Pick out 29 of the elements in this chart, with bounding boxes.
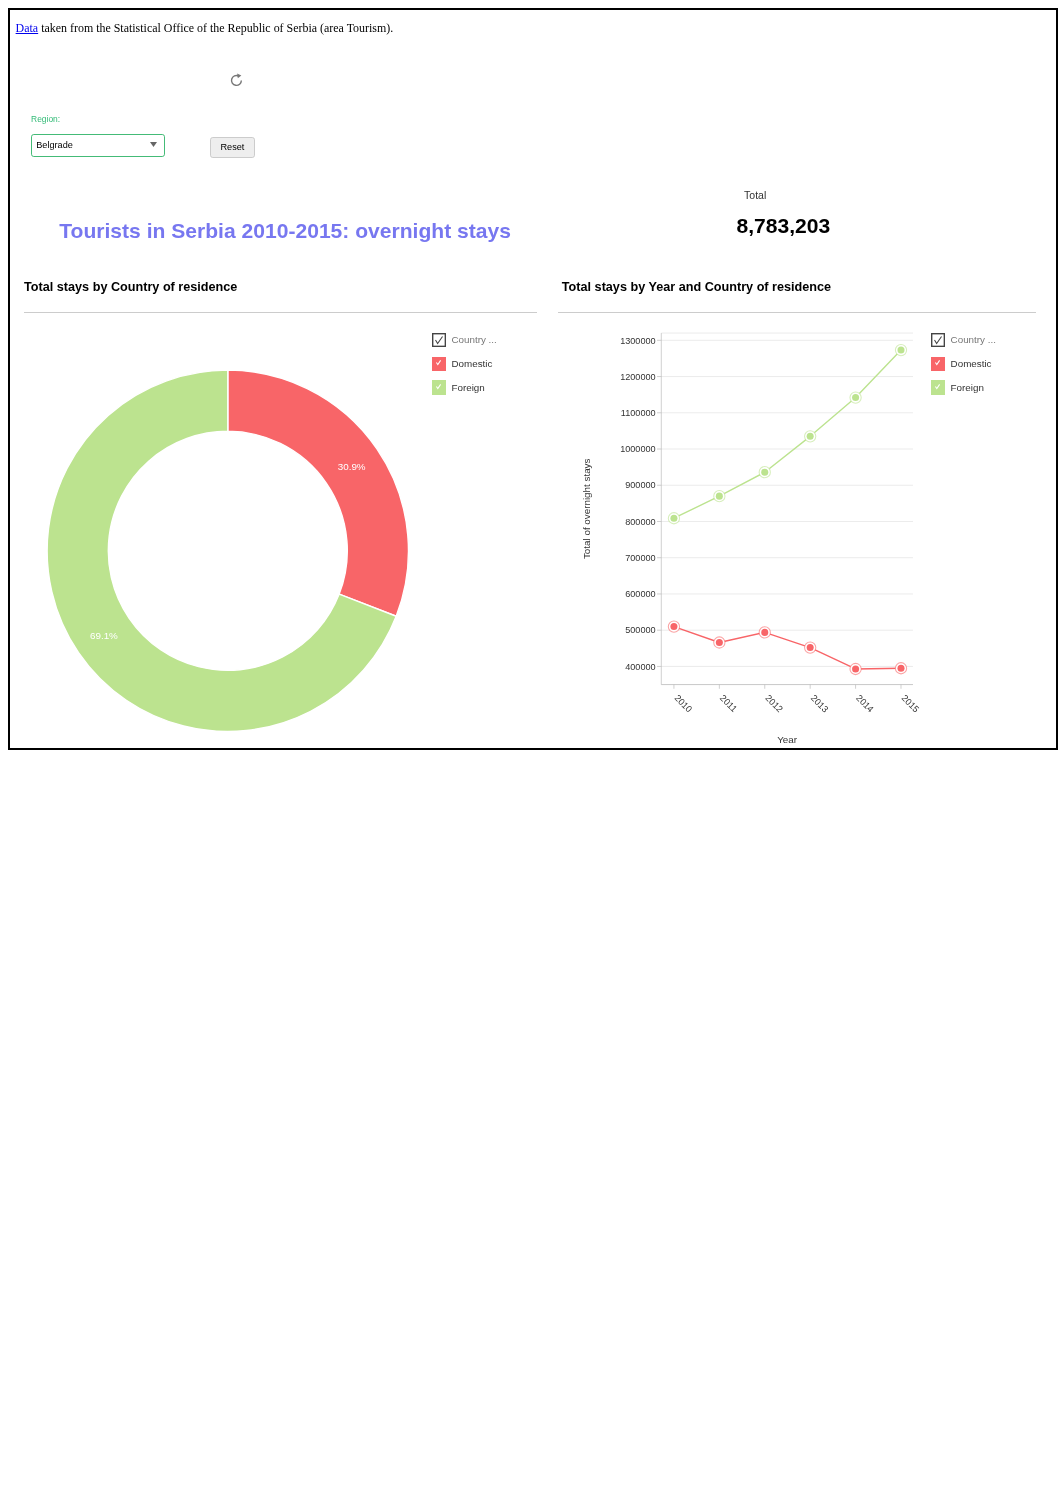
y-tick-label: 800000 — [625, 517, 657, 528]
text: Tourists in Serbia 2010-2015: overnight stays — [59, 219, 511, 244]
y-tick-label: 400000 — [625, 662, 657, 672]
data-label: 30.9% — [337, 461, 366, 473]
chart-title: Total stays by Country of residence — [24, 279, 238, 294]
legend-label: Foreign — [950, 381, 984, 393]
y-tick-label: 1300000 — [620, 335, 657, 346]
y-tick-label: 500000 — [625, 625, 657, 636]
y-tick-label: 1200000 — [620, 372, 657, 383]
legend-title: Country ... — [950, 334, 996, 346]
data-label: 69.1% — [90, 630, 119, 642]
text: Belgrade — [31, 133, 166, 157]
x-axis-title: Year — [777, 734, 799, 746]
chart-title: Total stays by Year and Country of residence — [561, 279, 832, 294]
y-tick-label: 1100000 — [621, 408, 657, 419]
text: Data taken from the Statistical Office of the Republic of Serbia (area Tourism). — [15, 21, 394, 37]
y-tick-label: 700000 — [625, 553, 657, 564]
legend-label: Domestic — [451, 358, 493, 370]
y-tick-label: 600000 — [625, 589, 657, 600]
text: Total — [743, 189, 768, 202]
y-tick-label: 900000 — [625, 480, 657, 491]
data-label: 8,783,203 — [735, 213, 832, 238]
y-axis-title: Total of overnight stays — [580, 458, 592, 560]
legend-label: Domestic — [950, 358, 992, 370]
legend-title: Country ... — [451, 334, 497, 346]
text: Reset — [210, 136, 255, 159]
legend-label: Foreign — [451, 381, 485, 393]
text: Region: — [31, 114, 61, 125]
y-tick-label: 1000000 — [620, 444, 657, 455]
